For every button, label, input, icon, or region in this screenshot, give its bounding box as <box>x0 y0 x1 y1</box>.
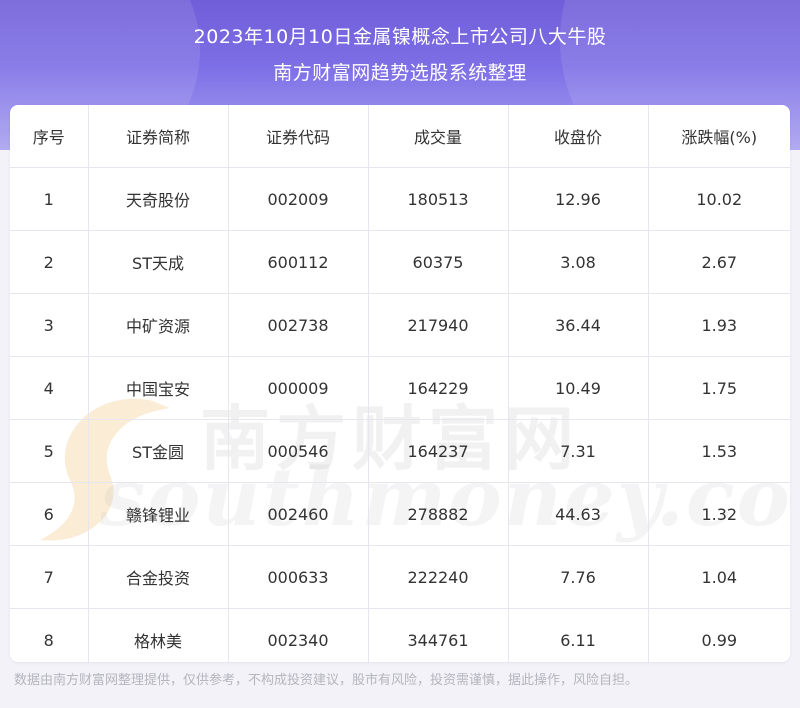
table-row: 2 ST天成 600112 60375 3.08 2.67 <box>10 230 790 294</box>
cell-close: 3.08 <box>508 230 649 294</box>
page-title: 2023年10月10日金属镍概念上市公司八大牛股 <box>193 26 607 48</box>
cell-name: 中国宝安 <box>88 356 229 420</box>
cell-name: ST天成 <box>88 230 229 294</box>
cell-volume: 60375 <box>368 230 509 294</box>
cell-index: 7 <box>10 545 89 609</box>
column-header-change: 涨跌幅(%) <box>648 105 790 168</box>
cell-close: 7.76 <box>508 545 649 609</box>
cell-code: 002738 <box>228 293 369 357</box>
cell-name: 赣锋锂业 <box>88 482 229 546</box>
cell-index: 6 <box>10 482 89 546</box>
cell-index: 8 <box>10 608 89 662</box>
cell-change: 1.93 <box>648 293 790 357</box>
cell-change: 2.67 <box>648 230 790 294</box>
cell-close: 36.44 <box>508 293 649 357</box>
column-header-name: 证券简称 <box>88 105 229 168</box>
cell-change: 1.04 <box>648 545 790 609</box>
cell-code: 000546 <box>228 419 369 483</box>
cell-close: 12.96 <box>508 167 649 231</box>
cell-close: 7.31 <box>508 419 649 483</box>
table-row: 8 格林美 002340 344761 6.11 0.99 <box>10 608 790 662</box>
cell-index: 5 <box>10 419 89 483</box>
cell-index: 2 <box>10 230 89 294</box>
stock-table-card: 南方财富网 southmoney.com 序号 证券简称 证券代码 成交量 收盘… <box>10 105 790 662</box>
cell-code: 002460 <box>228 482 369 546</box>
cell-change: 0.99 <box>701 630 738 650</box>
cell-index: 1 <box>10 167 89 231</box>
cell-volume: 217940 <box>368 293 509 357</box>
cell-close: 6.11 <box>508 608 649 662</box>
cell-volume: 344761 <box>368 608 509 662</box>
cell-volume: 278882 <box>368 482 509 546</box>
column-header-close: 收盘价 <box>508 105 649 168</box>
cell-code: 000633 <box>228 545 369 609</box>
cell-index: 3 <box>10 293 89 357</box>
table-row: 4 中国宝安 000009 164229 10.49 1.75 <box>10 356 790 420</box>
table-header-row: 序号 证券简称 证券代码 成交量 收盘价 涨跌幅(%) <box>10 105 790 168</box>
cell-volume: 222240 <box>368 545 509 609</box>
cell-index: 4 <box>10 356 89 420</box>
table-row: 5 ST金圆 000546 164237 7.31 1.53 <box>10 419 790 483</box>
column-header-code: 证券代码 <box>228 105 369 168</box>
cell-name: 中矿资源 <box>88 293 229 357</box>
cell-code: 002009 <box>228 167 369 231</box>
cell-change: 1.53 <box>648 419 790 483</box>
cell-volume: 180513 <box>368 167 509 231</box>
column-header-index: 序号 <box>10 105 89 168</box>
cell-code: 002340 <box>228 608 369 662</box>
column-header-volume: 成交量 <box>368 105 509 168</box>
cell-change: 1.75 <box>648 356 790 420</box>
cell-volume: 164229 <box>368 356 509 420</box>
table-row: 3 中矿资源 002738 217940 36.44 1.93 <box>10 293 790 357</box>
cell-code: 000009 <box>228 356 369 420</box>
cell-name: ST金圆 <box>88 419 229 483</box>
table-row: 1 天奇股份 002009 180513 12.96 10.02 <box>10 167 790 231</box>
cell-close: 44.63 <box>508 482 649 546</box>
cell-change: 10.02 <box>648 167 790 231</box>
cell-name: 合金投资 <box>88 545 229 609</box>
cell-name: 格林美 <box>88 608 229 662</box>
cell-close: 10.49 <box>508 356 649 420</box>
cell-volume: 164237 <box>368 419 509 483</box>
table-row: 7 合金投资 000633 222240 7.76 1.04 <box>10 545 790 609</box>
stock-table: 序号 证券简称 证券代码 成交量 收盘价 涨跌幅(%) 1 天奇股份 00200… <box>10 105 790 662</box>
cell-change: 1.32 <box>648 482 790 546</box>
disclaimer-text: 数据由南方财富网整理提供，仅供参考，不构成投资建议，股市有风险，投资需谨慎，据此… <box>14 673 639 688</box>
cell-name: 天奇股份 <box>88 167 229 231</box>
page-subtitle: 南方财富网趋势选股系统整理 <box>273 62 527 84</box>
table-row: 6 赣锋锂业 002460 278882 44.63 1.32 <box>10 482 790 546</box>
cell-code: 600112 <box>228 230 369 294</box>
